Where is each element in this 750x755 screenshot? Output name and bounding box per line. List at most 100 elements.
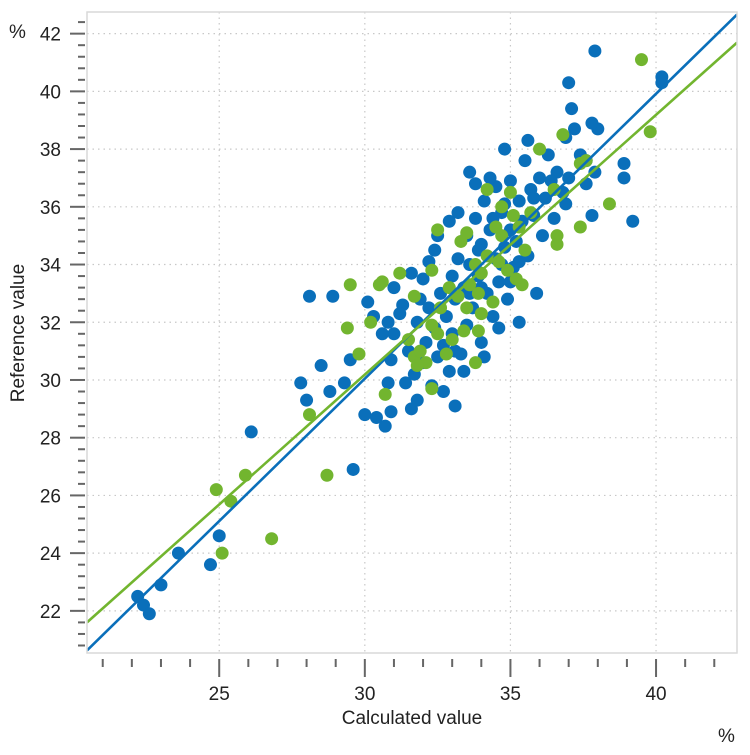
series-2-point xyxy=(480,182,494,196)
series-1-point xyxy=(547,211,561,225)
series-1-point xyxy=(617,157,631,171)
series-1-point xyxy=(314,359,328,373)
series-2-point xyxy=(474,307,488,321)
series-2-point xyxy=(501,263,515,277)
series-2-point xyxy=(643,125,657,139)
series-2-point xyxy=(320,468,334,482)
series-2-point xyxy=(407,289,421,303)
series-1-point xyxy=(300,393,314,407)
series-2-point xyxy=(509,272,523,286)
series-1-point xyxy=(533,171,547,185)
series-1-point xyxy=(404,266,418,280)
fit-line-2 xyxy=(87,41,737,624)
series-2-point xyxy=(471,324,485,338)
series-1-point xyxy=(463,165,477,179)
series-2-point xyxy=(547,182,561,196)
series-1-point xyxy=(375,327,389,341)
x-tick-label: 25 xyxy=(209,684,230,705)
tick-labels: 25 30 35 40 22 24 26 28 30 32 34 36 38 40 42 xyxy=(40,25,667,705)
series-1-point xyxy=(512,194,526,208)
series-1-point xyxy=(393,307,407,321)
series-2-point xyxy=(364,315,378,329)
x-tick-label: 30 xyxy=(354,684,375,705)
series-1-point xyxy=(378,419,392,433)
series-2-point xyxy=(602,197,616,211)
series-1-point xyxy=(588,44,602,58)
series-2-point xyxy=(209,483,223,497)
series-1-point xyxy=(468,177,482,191)
series-2-point xyxy=(413,344,427,358)
series-1-point xyxy=(302,289,316,303)
series-1-point xyxy=(244,425,258,439)
series-1-point xyxy=(387,281,401,295)
series-2-point xyxy=(439,347,453,361)
series-1-point xyxy=(323,385,337,399)
x-axis-title: Calculated value xyxy=(342,708,482,729)
y-tick-label: 34 xyxy=(40,256,62,277)
series-1-point xyxy=(410,393,424,407)
series-1-point xyxy=(521,133,535,147)
series-1-point xyxy=(326,289,340,303)
series-2-point xyxy=(445,333,459,347)
x-tick-label: 35 xyxy=(500,684,521,705)
series-2-point xyxy=(480,249,494,263)
series-2-point xyxy=(573,220,587,234)
series-2-point xyxy=(215,546,229,560)
series-2-point xyxy=(492,255,506,269)
series-2-point xyxy=(352,347,366,361)
series-2-point xyxy=(518,243,532,257)
series-1-point xyxy=(154,578,168,592)
series-1-point xyxy=(381,315,395,329)
series-1-point xyxy=(562,76,576,90)
y-tick-label: 42 xyxy=(40,25,61,46)
series-2-point xyxy=(431,223,445,237)
y-tick-label: 28 xyxy=(40,429,61,450)
series-1-point xyxy=(477,194,491,208)
series-1-point xyxy=(617,171,631,185)
series-1-point xyxy=(142,607,156,621)
series-2-point xyxy=(454,234,468,248)
y-tick-label: 32 xyxy=(40,313,61,334)
series-2-point xyxy=(442,281,456,295)
series-1-point xyxy=(512,315,526,329)
series-1-point xyxy=(369,410,383,424)
series-1-point xyxy=(498,142,512,156)
series-1-point xyxy=(588,165,602,179)
series-1-point xyxy=(346,462,360,476)
plot-area xyxy=(87,13,737,652)
series-1-point xyxy=(358,408,372,422)
series-1-point xyxy=(501,292,515,306)
series-2-point xyxy=(302,408,316,422)
series-1-point xyxy=(486,309,500,323)
series-2-point xyxy=(486,295,500,309)
series-2-point xyxy=(340,321,354,335)
series-2-point xyxy=(463,278,477,292)
y-tick-label: 40 xyxy=(40,82,61,103)
series-1-point xyxy=(585,208,599,222)
series-2-point xyxy=(550,237,564,251)
y-tick-label: 30 xyxy=(40,371,61,392)
series-1-point xyxy=(387,327,401,341)
series-1-point xyxy=(565,102,579,116)
series-1-point xyxy=(492,275,506,289)
series-1-point xyxy=(579,177,593,191)
series-1-point xyxy=(474,335,488,349)
series-2-point xyxy=(474,266,488,280)
series-2-point xyxy=(468,356,482,370)
series-1-point xyxy=(212,529,226,543)
series-1-point xyxy=(451,206,465,220)
series-1-point xyxy=(538,191,552,205)
y-tick-label: 26 xyxy=(40,486,61,507)
series-1-point xyxy=(203,558,217,572)
series-2-point xyxy=(375,275,389,289)
series-1-point xyxy=(626,214,640,228)
series-1-point xyxy=(527,191,541,205)
series-1-point xyxy=(399,376,413,390)
series-1-point xyxy=(568,122,581,136)
series-1-point xyxy=(361,295,375,309)
series-2-point xyxy=(410,359,424,373)
series-1-point xyxy=(337,376,351,390)
series-2-point xyxy=(503,185,517,199)
series-1-point xyxy=(535,229,549,243)
series-1-point xyxy=(585,116,599,130)
